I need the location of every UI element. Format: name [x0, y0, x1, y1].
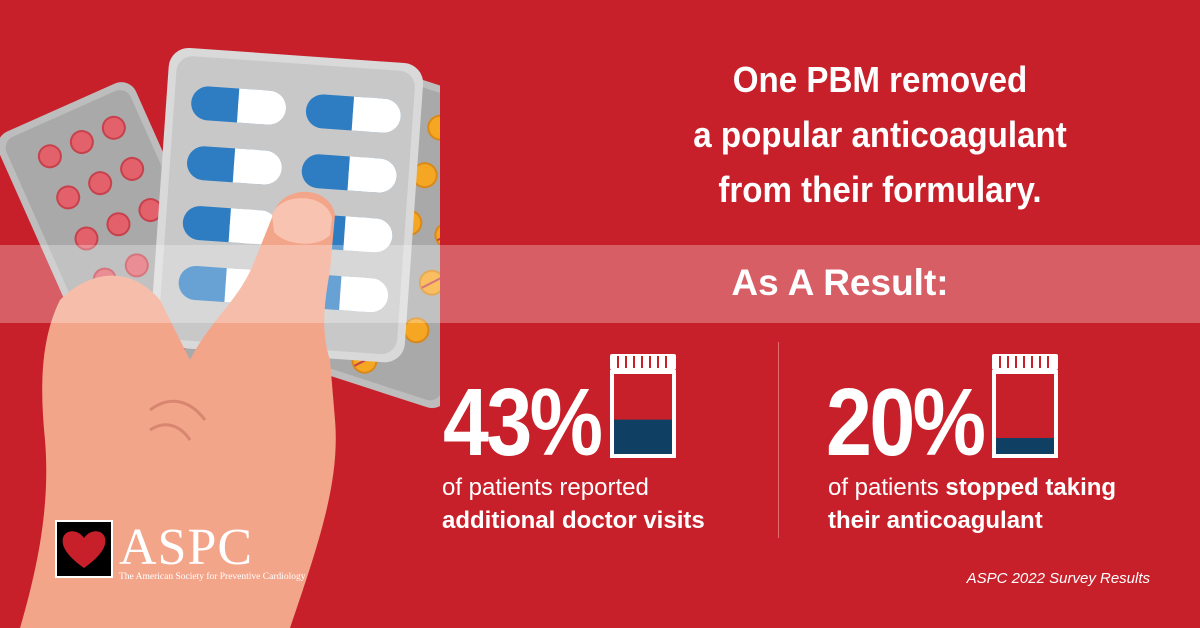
stat-1-emphasis: additional doctor visits	[442, 507, 705, 534]
aspc-logo: ASPC The American Society for Preventive…	[55, 519, 306, 590]
headline-line-2: a popular anticoagulant	[693, 114, 1067, 155]
pill-jar-icon	[610, 354, 676, 458]
headline-line-1: One PBM removed	[732, 59, 1028, 100]
headline-line-3: from their formulary.	[718, 169, 1042, 210]
result-band	[0, 245, 1200, 323]
stat-1-caption-line-2: additional doctor visits	[442, 505, 705, 537]
jar-fill-level	[614, 419, 672, 454]
logo-subtitle: The American Society for Preventive Card…	[119, 572, 306, 582]
stat-2-caption-line-2: their anticoagulant	[828, 505, 1043, 537]
stat-1-caption-line-1: of patients reported	[442, 474, 649, 501]
stat-divider	[778, 342, 779, 538]
stat-2-emphasis-2: their anticoagulant	[828, 507, 1043, 534]
stat-1-value: 43%	[443, 369, 603, 476]
hand-illustration	[20, 191, 336, 628]
jar-fill-level	[996, 438, 1054, 454]
logo-frame	[55, 520, 113, 578]
logo-wordmark: ASPC	[119, 519, 254, 576]
hand-with-pill-packs-illustration	[0, 47, 440, 628]
heart-logo-icon	[62, 531, 106, 568]
headline: One PBM removed a popular anticoagulant …	[622, 52, 1137, 217]
stat-2-caption-line-1: of patients stopped taking	[828, 472, 1116, 504]
stat-2-value: 20%	[826, 369, 986, 476]
source-note: ASPC 2022 Survey Results	[966, 570, 1150, 587]
stat-2-emphasis-1: stopped taking	[945, 474, 1117, 501]
pill-jar-icon	[992, 354, 1058, 458]
result-label: As A Result:	[731, 262, 949, 303]
stat-2-caption-regular: of patients	[828, 474, 946, 501]
